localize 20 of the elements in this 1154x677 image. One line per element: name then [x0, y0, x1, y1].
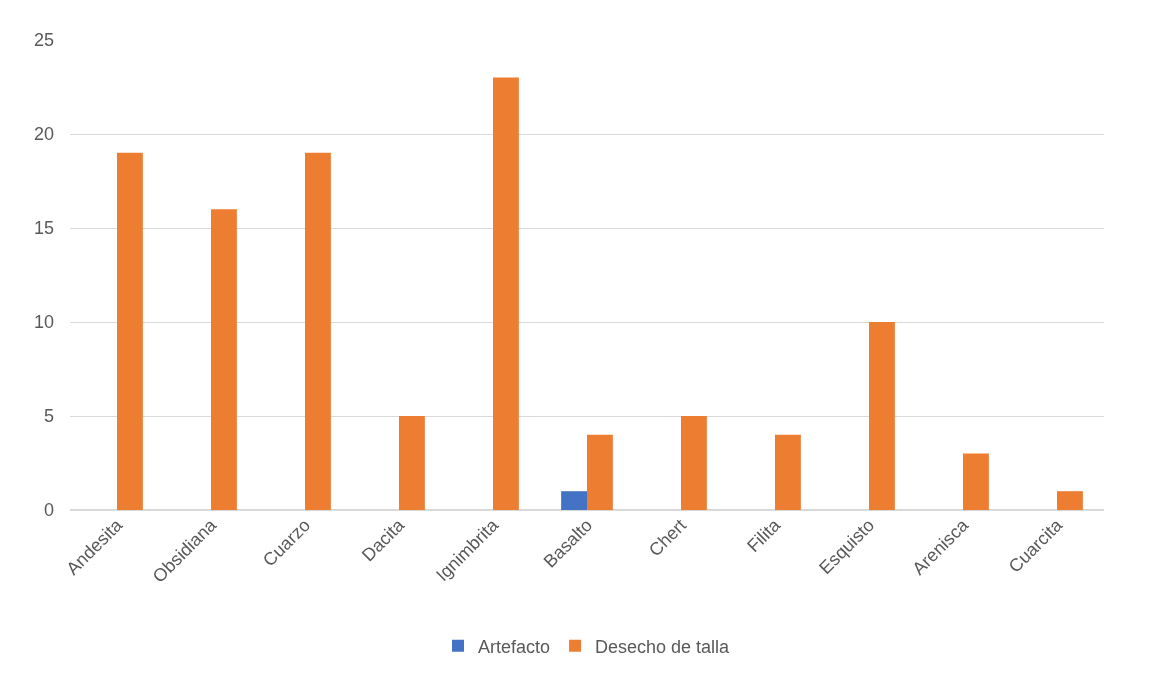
y-tick-label: 20 — [33, 124, 54, 145]
bar — [211, 209, 237, 510]
y-tick-label: 5 — [43, 406, 54, 427]
bar — [117, 152, 143, 510]
bar — [869, 322, 895, 510]
bar — [1057, 491, 1083, 510]
bar — [399, 416, 425, 510]
bar — [561, 491, 587, 510]
y-tick-label: 10 — [33, 312, 54, 333]
bar — [681, 416, 707, 510]
bar — [305, 152, 331, 510]
bar — [963, 453, 989, 510]
bar — [775, 434, 801, 510]
y-tick-label: 25 — [33, 30, 54, 51]
y-tick-label: 0 — [43, 500, 54, 521]
legend-label: Desecho de talla — [595, 636, 731, 657]
y-tick-label: 15 — [33, 218, 54, 239]
bar — [587, 434, 613, 510]
bar — [493, 77, 519, 510]
legend-label: Artefacto — [478, 636, 551, 657]
